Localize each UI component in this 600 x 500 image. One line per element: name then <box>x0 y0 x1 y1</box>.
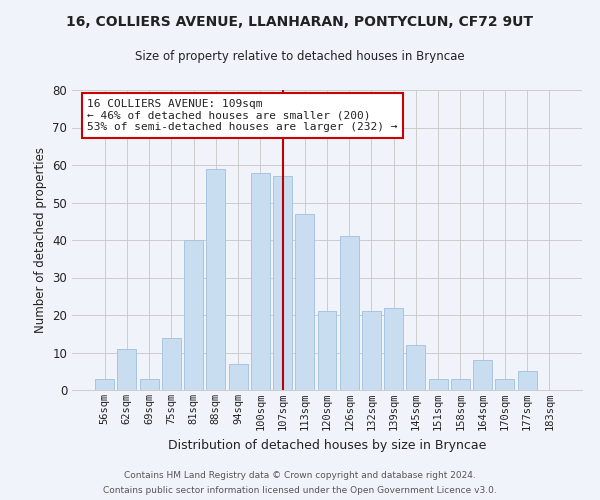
Y-axis label: Number of detached properties: Number of detached properties <box>34 147 47 333</box>
Bar <box>162 338 181 390</box>
Bar <box>518 371 536 390</box>
Bar <box>317 311 337 390</box>
Text: 16, COLLIERS AVENUE, LLANHARAN, PONTYCLUN, CF72 9UT: 16, COLLIERS AVENUE, LLANHARAN, PONTYCLU… <box>67 15 533 29</box>
Bar <box>406 345 425 390</box>
Text: Size of property relative to detached houses in Bryncae: Size of property relative to detached ho… <box>135 50 465 63</box>
Bar <box>451 379 470 390</box>
Bar <box>95 379 114 390</box>
X-axis label: Distribution of detached houses by size in Bryncae: Distribution of detached houses by size … <box>168 438 486 452</box>
Bar <box>118 349 136 390</box>
Bar <box>340 236 359 390</box>
Bar <box>429 379 448 390</box>
Bar <box>140 379 158 390</box>
Bar <box>229 364 248 390</box>
Bar <box>496 379 514 390</box>
Bar <box>206 169 225 390</box>
Bar <box>295 214 314 390</box>
Text: Contains public sector information licensed under the Open Government Licence v3: Contains public sector information licen… <box>103 486 497 495</box>
Text: 16 COLLIERS AVENUE: 109sqm
← 46% of detached houses are smaller (200)
53% of sem: 16 COLLIERS AVENUE: 109sqm ← 46% of deta… <box>88 99 398 132</box>
Bar <box>384 308 403 390</box>
Bar <box>273 176 292 390</box>
Bar <box>473 360 492 390</box>
Bar <box>184 240 203 390</box>
Text: Contains HM Land Registry data © Crown copyright and database right 2024.: Contains HM Land Registry data © Crown c… <box>124 471 476 480</box>
Bar <box>362 311 381 390</box>
Bar <box>251 172 270 390</box>
